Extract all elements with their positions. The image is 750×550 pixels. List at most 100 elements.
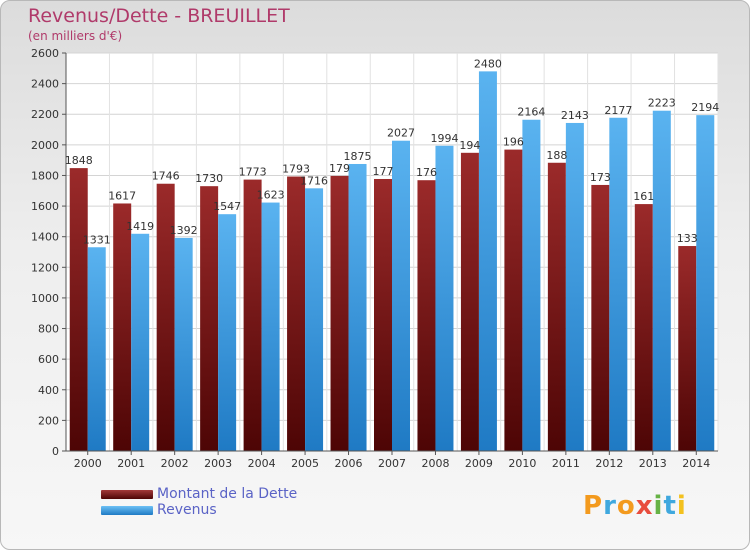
logo-letter: t (663, 491, 677, 521)
revenue-value-label: 1875 (344, 150, 372, 163)
x-tick-label: 2014 (682, 457, 710, 470)
debt-value-label: 196 (503, 136, 524, 149)
revenue-value-label: 1994 (430, 132, 458, 145)
revenue-bar (392, 140, 410, 451)
revenue-value-label: 2027 (387, 127, 415, 140)
debt-bar (374, 178, 392, 452)
x-tick-label: 2010 (508, 457, 536, 470)
data-labels: 1848 1331 1617 1419 1746 1392 1730 1547 1773 1623… (65, 57, 720, 246)
proxiti-logo: Proxiti (583, 491, 687, 521)
debt-value-label: 179 (329, 162, 350, 175)
revenue-bar (305, 188, 324, 451)
debt-value-label: 161 (633, 190, 654, 203)
debt-bar (547, 162, 566, 451)
revenue-bar (218, 214, 237, 451)
revenue-bar (609, 117, 628, 452)
revenue-bar (478, 71, 497, 451)
logo-letter: P (583, 491, 604, 521)
x-tick-label: 2001 (117, 457, 145, 470)
axes: 0 200 400 600 800 1000 1200 1400 1600 1800 2000 220… (31, 47, 718, 470)
debt-bar (156, 183, 175, 451)
x-tick-label: 2007 (378, 457, 406, 470)
y-tick-label: 800 (38, 323, 59, 336)
revenue-value-label: 2223 (648, 97, 676, 110)
debt-bar (287, 176, 306, 451)
legend-label-debt: Montant de la Dette (157, 486, 298, 502)
debt-bar (460, 152, 479, 451)
debt-value-label: 1793 (282, 163, 310, 176)
debt-bar (634, 204, 653, 451)
debt-value-label: 177 (373, 165, 394, 178)
bars (69, 71, 715, 452)
legend-swatch-revenue (101, 506, 153, 515)
debt-value-label: 188 (546, 149, 567, 162)
x-tick-label: 2005 (291, 457, 319, 470)
debt-value-label: 173 (590, 171, 611, 184)
x-tick-label: 2000 (74, 457, 102, 470)
revenue-bar (261, 202, 280, 451)
debt-bar (330, 175, 349, 451)
y-tick-label: 200 (38, 414, 59, 427)
y-tick-label: 1200 (31, 261, 59, 274)
debt-bar (417, 180, 436, 452)
chart-subtitle: (en milliers d'€) (28, 29, 123, 43)
y-tick-label: 600 (38, 353, 59, 366)
revenue-value-label: 1392 (170, 224, 198, 237)
revenue-value-label: 2177 (604, 104, 632, 117)
revenue-bar (348, 163, 367, 451)
y-tick-label: 1400 (31, 231, 59, 244)
logo-letter: i (653, 491, 664, 521)
debt-bar (504, 149, 523, 451)
revenue-bar (131, 233, 150, 451)
revenue-bar (435, 145, 454, 451)
revenue-value-label: 1419 (126, 220, 154, 233)
debt-bar (243, 179, 262, 452)
revenue-value-label: 1716 (300, 174, 328, 187)
y-tick-label: 2400 (31, 78, 59, 91)
x-tick-label: 2008 (421, 457, 449, 470)
x-tick-label: 2009 (465, 457, 493, 470)
legend-label-revenue: Revenus (157, 502, 217, 518)
debt-bar (678, 246, 697, 451)
y-tick-label: 1800 (31, 169, 59, 182)
chart-title: Revenus/Dette - BREUILLET (28, 5, 290, 27)
revenue-value-label: 1623 (257, 189, 285, 202)
debt-value-label: 176 (416, 166, 437, 179)
x-tick-label: 2011 (552, 457, 580, 470)
debt-bar (113, 203, 132, 451)
debt-value-label: 1617 (108, 189, 136, 202)
y-tick-label: 1600 (31, 200, 59, 213)
x-tick-label: 2006 (335, 457, 363, 470)
debt-bar (591, 184, 610, 451)
y-tick-label: 0 (52, 445, 59, 458)
logo-letter: x (635, 491, 654, 521)
debt-value-label: 1746 (152, 170, 180, 183)
revenue-bar (174, 237, 193, 451)
logo-letter: i (676, 491, 687, 521)
logo-letter: o (616, 491, 636, 521)
revenue-bar (652, 110, 671, 452)
x-tick-label: 2002 (161, 457, 189, 470)
logo-letter: r (603, 491, 617, 521)
revenue-value-label: 2480 (474, 57, 502, 70)
x-tick-label: 2013 (639, 457, 667, 470)
x-tick-label: 2003 (204, 457, 232, 470)
revenue-value-label: 1547 (213, 200, 241, 213)
debt-value-label: 133 (677, 232, 698, 245)
debt-value-label: 1848 (65, 154, 93, 167)
revenue-bar (87, 247, 106, 451)
y-tick-label: 2600 (31, 47, 59, 60)
y-tick-label: 2200 (31, 108, 59, 121)
revenue-bar (696, 115, 715, 451)
revenue-bar (522, 119, 541, 451)
x-tick-label: 2004 (248, 457, 276, 470)
x-tick-label: 2012 (595, 457, 623, 470)
debt-value-label: 194 (459, 139, 480, 152)
legend-swatch-debt (101, 490, 153, 499)
revenue-value-label: 2194 (691, 101, 719, 114)
y-tick-label: 2000 (31, 139, 59, 152)
debt-value-label: 1773 (239, 166, 267, 179)
debt-bar (69, 168, 88, 452)
y-tick-label: 400 (38, 384, 59, 397)
